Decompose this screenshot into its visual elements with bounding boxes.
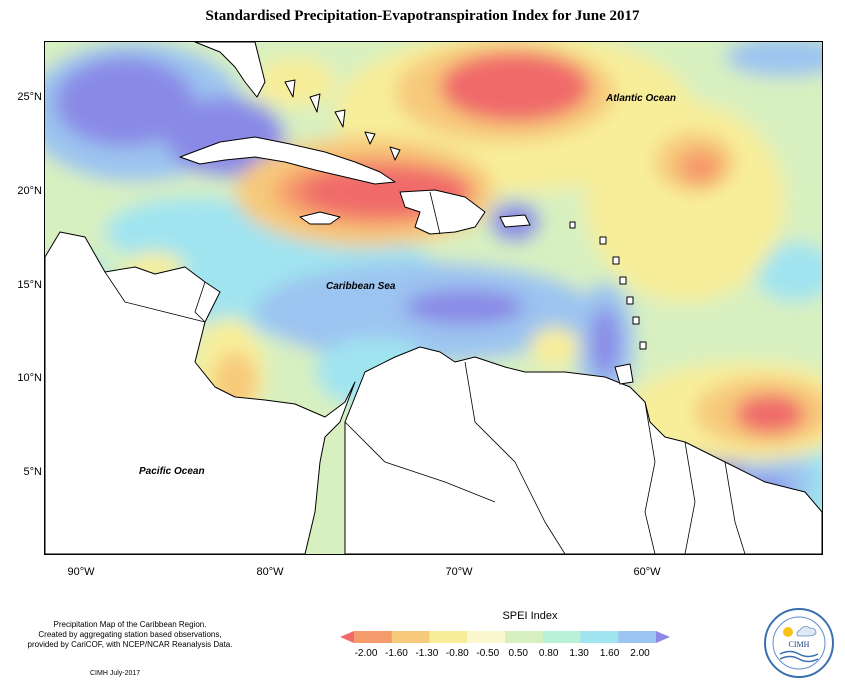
legend-title: SPEI Index [502, 610, 558, 622]
logo-emblem-icon [772, 616, 826, 670]
legend-tick-label: -1.60 [385, 648, 408, 659]
footer-credit: CIMH July-2017 [90, 670, 141, 677]
legend-colorbar [340, 631, 670, 643]
spei-map [44, 41, 823, 555]
cimh-logo: CIMH [764, 608, 834, 678]
legend-tick-label: 1.60 [599, 648, 620, 659]
lat-label-20n: 20°N [17, 185, 42, 197]
label-caribbean-sea: Caribbean Sea [326, 281, 396, 292]
lat-label-10n: 10°N [17, 372, 42, 384]
legend-swatch-1 [354, 631, 393, 643]
lon-label-90w: 90°W [67, 566, 95, 578]
legend-swatch-6 [542, 631, 581, 643]
lat-label-15n: 15°N [17, 279, 42, 291]
legend-tick-label: 0.80 [538, 648, 559, 659]
legend-tick-label: -0.80 [445, 648, 469, 659]
spei-map-canvas [45, 42, 822, 554]
lat-label-25n: 25°N [17, 91, 42, 103]
legend-swatch-2 [391, 631, 430, 643]
legend-swatch-9 [656, 631, 670, 643]
lon-label-60w: 60°W [633, 566, 661, 578]
lat-label-5n: 5°N [23, 466, 42, 478]
footer-line-3: provided by CariCOF, with NCEP/NCAR Rean… [27, 640, 233, 649]
lon-label-80w: 80°W [256, 566, 284, 578]
map-title: Standardised Precipitation-Evapotranspir… [205, 8, 640, 24]
legend-tick-label: 1.30 [569, 648, 589, 659]
legend-swatch-5 [505, 631, 544, 643]
legend-swatch-4 [467, 631, 506, 643]
footer-line-1: Precipitation Map of the Caribbean Regio… [53, 620, 207, 629]
legend-tick-label: -0.50 [476, 648, 500, 659]
logo-text: CIMH [788, 640, 810, 649]
legend-swatch-8 [618, 631, 657, 643]
footer-description: Precipitation Map of the Caribbean Regio… [10, 620, 250, 650]
legend-tick-label: -1.30 [415, 648, 439, 659]
land-masses [45, 42, 822, 554]
footer-line-2: Created by aggregating station based obs… [38, 630, 222, 639]
legend-swatch-7 [580, 631, 619, 643]
legend-tick-label: -2.00 [354, 648, 378, 659]
legend-tick-label: 0.50 [508, 648, 528, 659]
legend-tick-label: 2.00 [630, 648, 650, 659]
label-atlantic-ocean: Atlantic Ocean [606, 93, 677, 104]
lon-label-70w: 70°W [445, 566, 473, 578]
label-pacific-ocean: Pacific Ocean [139, 466, 205, 477]
legend-swatch-0 [340, 631, 354, 643]
country-borders [104, 191, 746, 554]
legend-labels: -2.00 -1.60 -1.30 -0.80 -0.50 0.50 0.80 1.30 1.6… [340, 648, 670, 662]
legend-swatch-3 [429, 631, 468, 643]
